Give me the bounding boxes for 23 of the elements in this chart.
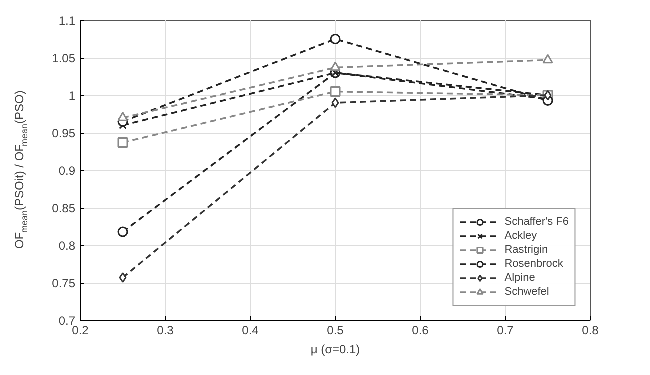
y-axis-title: OFmean(PSOit) / OFmean(PSO) xyxy=(12,90,30,250)
x-tick-label: 0.8 xyxy=(582,324,600,338)
x-tick-label: 0.6 xyxy=(412,324,430,338)
x-tick-label: 0.2 xyxy=(72,324,90,338)
y-tick-label: 1.1 xyxy=(58,14,76,28)
y-tick-label: 0.75 xyxy=(52,276,76,290)
legend-label: Rosenbrock xyxy=(504,257,564,271)
y-tick-label: 0.9 xyxy=(58,164,76,178)
y-tick-label: 0.95 xyxy=(52,126,76,140)
legend-label: Ackley xyxy=(504,229,538,243)
y-tick-label: 1.05 xyxy=(52,52,76,66)
legend-label: Schaffer's F6 xyxy=(504,215,569,229)
x-tick-label: 0.4 xyxy=(242,324,260,338)
legend-label: Schwefel xyxy=(504,285,550,299)
y-tick-label: 0.8 xyxy=(58,239,76,253)
y-tick-label: 1 xyxy=(68,89,76,103)
legend-label: Alpine xyxy=(504,271,536,285)
x-tick-label: 0.5 xyxy=(327,324,344,338)
y-tick-label: 0.85 xyxy=(52,202,76,216)
x-tick-label: 0.7 xyxy=(497,324,514,338)
legend-label: Rastrigin xyxy=(504,243,548,257)
x-axis-title: μ (σ=0.1) xyxy=(310,342,360,356)
x-tick-label: 0.3 xyxy=(157,324,174,338)
